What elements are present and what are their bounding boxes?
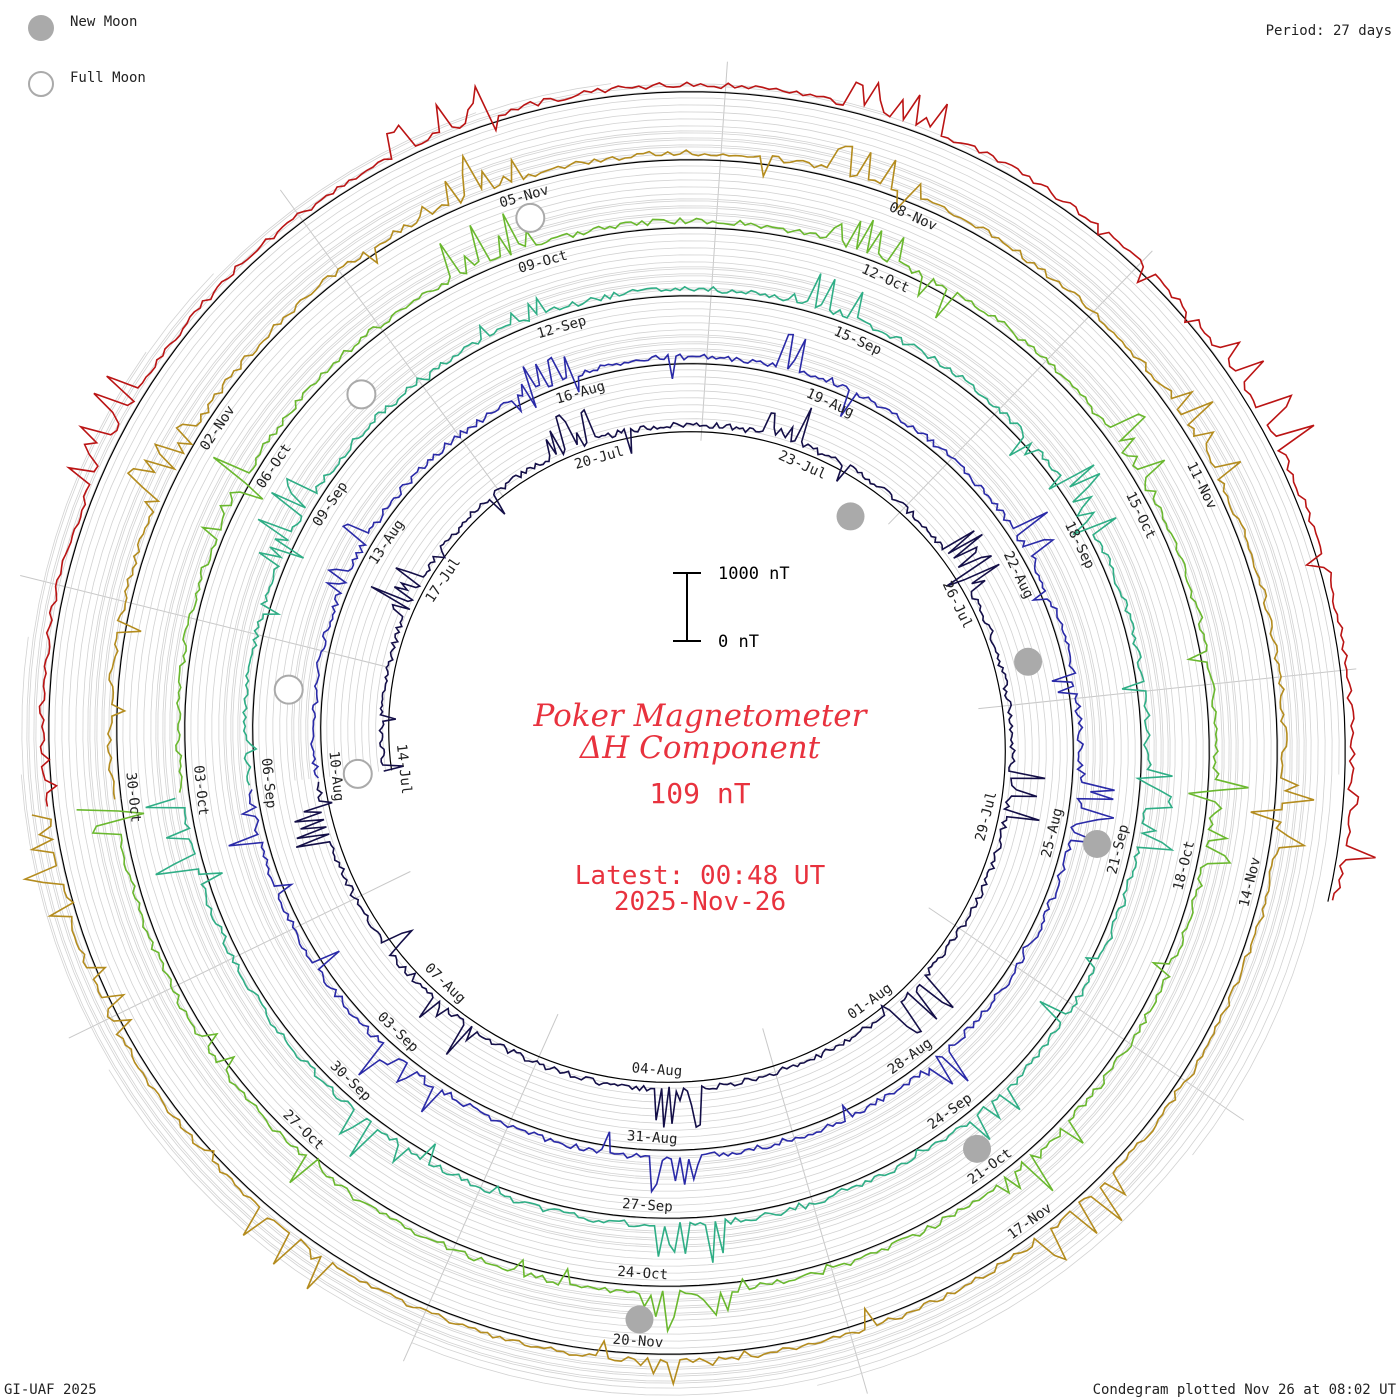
grid-ring bbox=[35, 83, 1291, 1368]
radial-divider bbox=[978, 668, 1357, 710]
grid-rings bbox=[20, 61, 1357, 1396]
full-moon-marker bbox=[346, 379, 377, 410]
rotation-trace bbox=[76, 213, 1249, 1334]
grid-ring bbox=[28, 139, 1298, 1375]
date-label: 24-Oct bbox=[617, 1264, 669, 1283]
new-moon-marker bbox=[963, 1134, 992, 1163]
radial-divider bbox=[700, 61, 728, 441]
moon-markers bbox=[273, 202, 1112, 1334]
grid-ring bbox=[47, 90, 1279, 1356]
grid-ring bbox=[21, 132, 1305, 1382]
date-label: 06-Sep bbox=[258, 757, 279, 809]
latest-time: Latest: 00:48 UT bbox=[574, 861, 826, 891]
zero-baseline bbox=[120, 227, 1210, 1287]
grid-ring bbox=[82, 125, 1312, 1389]
scale-bar: 1000 nT 0 nT bbox=[673, 564, 790, 652]
footer-plot-time: Condegram plotted Nov 26 at 08:02 UT bbox=[1092, 1382, 1396, 1398]
grid-ring bbox=[61, 104, 1333, 1342]
title-line2: ΔH Component bbox=[579, 730, 821, 766]
rotation-trace bbox=[145, 273, 1175, 1263]
new-moon-marker bbox=[625, 1305, 654, 1334]
current-value: 109 nT bbox=[649, 777, 751, 810]
grid-ring bbox=[33, 112, 1293, 1370]
zero-baseline bbox=[255, 363, 1074, 1151]
zero-baseline bbox=[323, 431, 1006, 1083]
new-moon-icon bbox=[28, 15, 54, 41]
title-line1: Poker Magnetometer bbox=[533, 698, 867, 734]
date-label: 26-Jul bbox=[939, 579, 976, 631]
date-label: 04-Aug bbox=[631, 1060, 683, 1079]
scale-top-label: 1000 nT bbox=[718, 564, 790, 584]
new-moon-marker bbox=[836, 502, 865, 531]
date-label: 27-Sep bbox=[622, 1196, 674, 1215]
date-label: 03-Oct bbox=[190, 764, 211, 816]
rotation-trace bbox=[294, 407, 1046, 1129]
full-moon-marker bbox=[273, 674, 304, 705]
zero-baseline bbox=[52, 159, 1278, 1355]
date-label: 14-Nov bbox=[1236, 856, 1264, 909]
grid-ring bbox=[26, 137, 1300, 1377]
full-moon-label: Full Moon bbox=[70, 70, 146, 86]
new-moon-marker bbox=[1014, 647, 1043, 676]
zero-baseline bbox=[188, 295, 1142, 1219]
date-label: 20-Jul bbox=[573, 444, 626, 473]
date-label: 30-Oct bbox=[122, 772, 143, 824]
date-label: 18-Oct bbox=[1170, 839, 1198, 892]
full-moon-marker bbox=[515, 202, 546, 233]
radial-divider bbox=[20, 575, 390, 668]
rotation-trace bbox=[38, 80, 1376, 901]
period-label: Period: 27 days bbox=[1265, 23, 1392, 39]
rotation-trace bbox=[22, 145, 1315, 1387]
full-moon-marker bbox=[342, 758, 373, 789]
full-moon-icon bbox=[28, 71, 54, 97]
grid-ring bbox=[54, 97, 1340, 1349]
date-label: 10-Aug bbox=[325, 750, 346, 802]
grid-ring bbox=[20, 130, 1307, 1384]
date-label: 25-Aug bbox=[1039, 806, 1067, 859]
grid-ring bbox=[75, 118, 1319, 1396]
series-traces bbox=[22, 80, 1376, 1387]
radial-divider bbox=[888, 250, 1153, 525]
date-label: 14-Jul bbox=[393, 743, 414, 795]
new-moon-label: New Moon bbox=[70, 14, 138, 30]
zero-baseline bbox=[48, 91, 1346, 902]
grid-ring bbox=[40, 83, 1286, 1363]
date-label: 29-Jul bbox=[973, 790, 1001, 843]
date-label: 20-Nov bbox=[612, 1332, 664, 1351]
footer-credit: GI-UAF 2025 bbox=[4, 1382, 97, 1398]
new-moon-marker bbox=[1083, 829, 1112, 858]
grid-ring bbox=[68, 111, 1326, 1386]
scale-bottom-label: 0 nT bbox=[718, 632, 759, 652]
date-label: 31-Aug bbox=[626, 1128, 678, 1147]
latest-date: 2025-Nov-26 bbox=[613, 887, 787, 917]
rotation-trace bbox=[228, 333, 1115, 1194]
